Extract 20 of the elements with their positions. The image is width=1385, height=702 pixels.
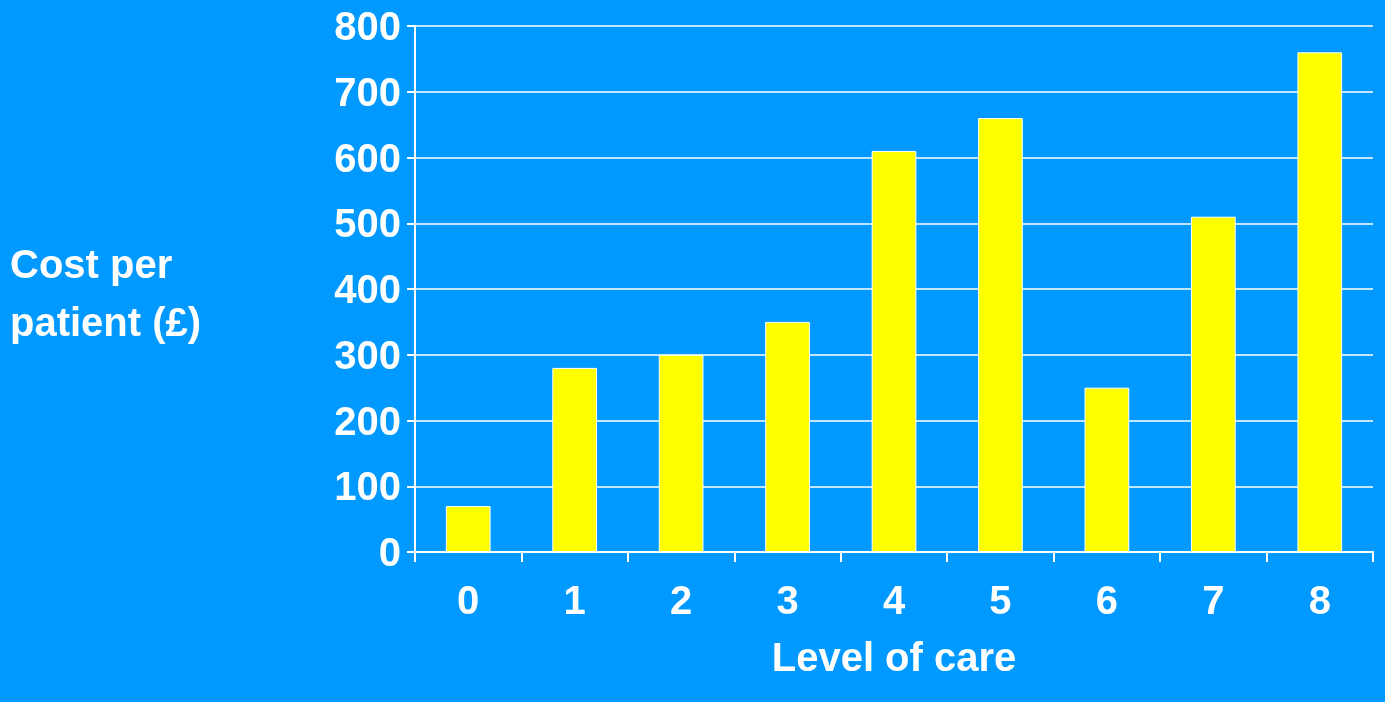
y-tick-label: 800 <box>334 4 401 48</box>
x-tick-label: 3 <box>776 578 799 622</box>
y-tick-label: 300 <box>334 332 401 377</box>
x-tick-label: 6 <box>1095 578 1119 622</box>
x-tick-label: 8 <box>1308 578 1331 622</box>
x-tick-label: 7 <box>1202 578 1225 622</box>
x-tick-label: 1 <box>563 578 586 622</box>
y-tick-label: 400 <box>334 267 401 311</box>
y-tick-label: 500 <box>334 201 401 246</box>
y-tick-label: 700 <box>334 69 401 114</box>
y-tick-label: 0 <box>378 530 401 574</box>
x-tick-label: 2 <box>669 578 693 622</box>
x-tick-label: 4 <box>882 578 906 622</box>
y-axis-title: Cost per patient (£) <box>10 242 202 344</box>
x-tick-label: 0 <box>457 578 480 622</box>
y-tick-label: 600 <box>334 135 401 180</box>
y-tick-label: 100 <box>334 464 401 509</box>
y-tick-label: 200 <box>334 398 401 443</box>
x-axis-title: Level of care <box>771 635 1017 679</box>
x-tick-label: 5 <box>989 578 1012 622</box>
